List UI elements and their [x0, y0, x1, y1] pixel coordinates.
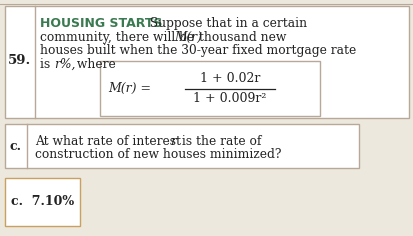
Text: 1 + 0.02r: 1 + 0.02r [199, 72, 259, 85]
Bar [100, 61, 319, 116]
Bar [5, 124, 358, 168]
Text: HOUSING STARTS: HOUSING STARTS [40, 17, 162, 30]
Bar [5, 178, 80, 226]
Text: houses built when the 30-year fixed mortgage rate: houses built when the 30-year fixed mort… [40, 44, 356, 57]
Bar [5, 6, 408, 118]
Text: construction of new houses minimized?: construction of new houses minimized? [35, 148, 281, 161]
Text: is: is [40, 58, 54, 71]
Text: r%,: r%, [54, 58, 75, 71]
Text: 1 + 0.009r²: 1 + 0.009r² [193, 92, 266, 105]
Text: At what rate of interest: At what rate of interest [35, 135, 185, 148]
Text: M(r): M(r) [173, 30, 202, 43]
Text: where: where [73, 58, 116, 71]
Text: c.  7.10%: c. 7.10% [11, 195, 74, 208]
Text: c.: c. [10, 139, 22, 152]
Text: 59.: 59. [8, 54, 31, 67]
Text: thousand new: thousand new [195, 30, 286, 43]
Text: community, there will be: community, there will be [40, 30, 197, 43]
Text: is the rate of: is the rate of [178, 135, 261, 148]
Text: r: r [170, 135, 176, 148]
Text: M(r) =: M(r) = [108, 82, 151, 95]
Text: Suppose that in a certain: Suppose that in a certain [142, 17, 306, 30]
